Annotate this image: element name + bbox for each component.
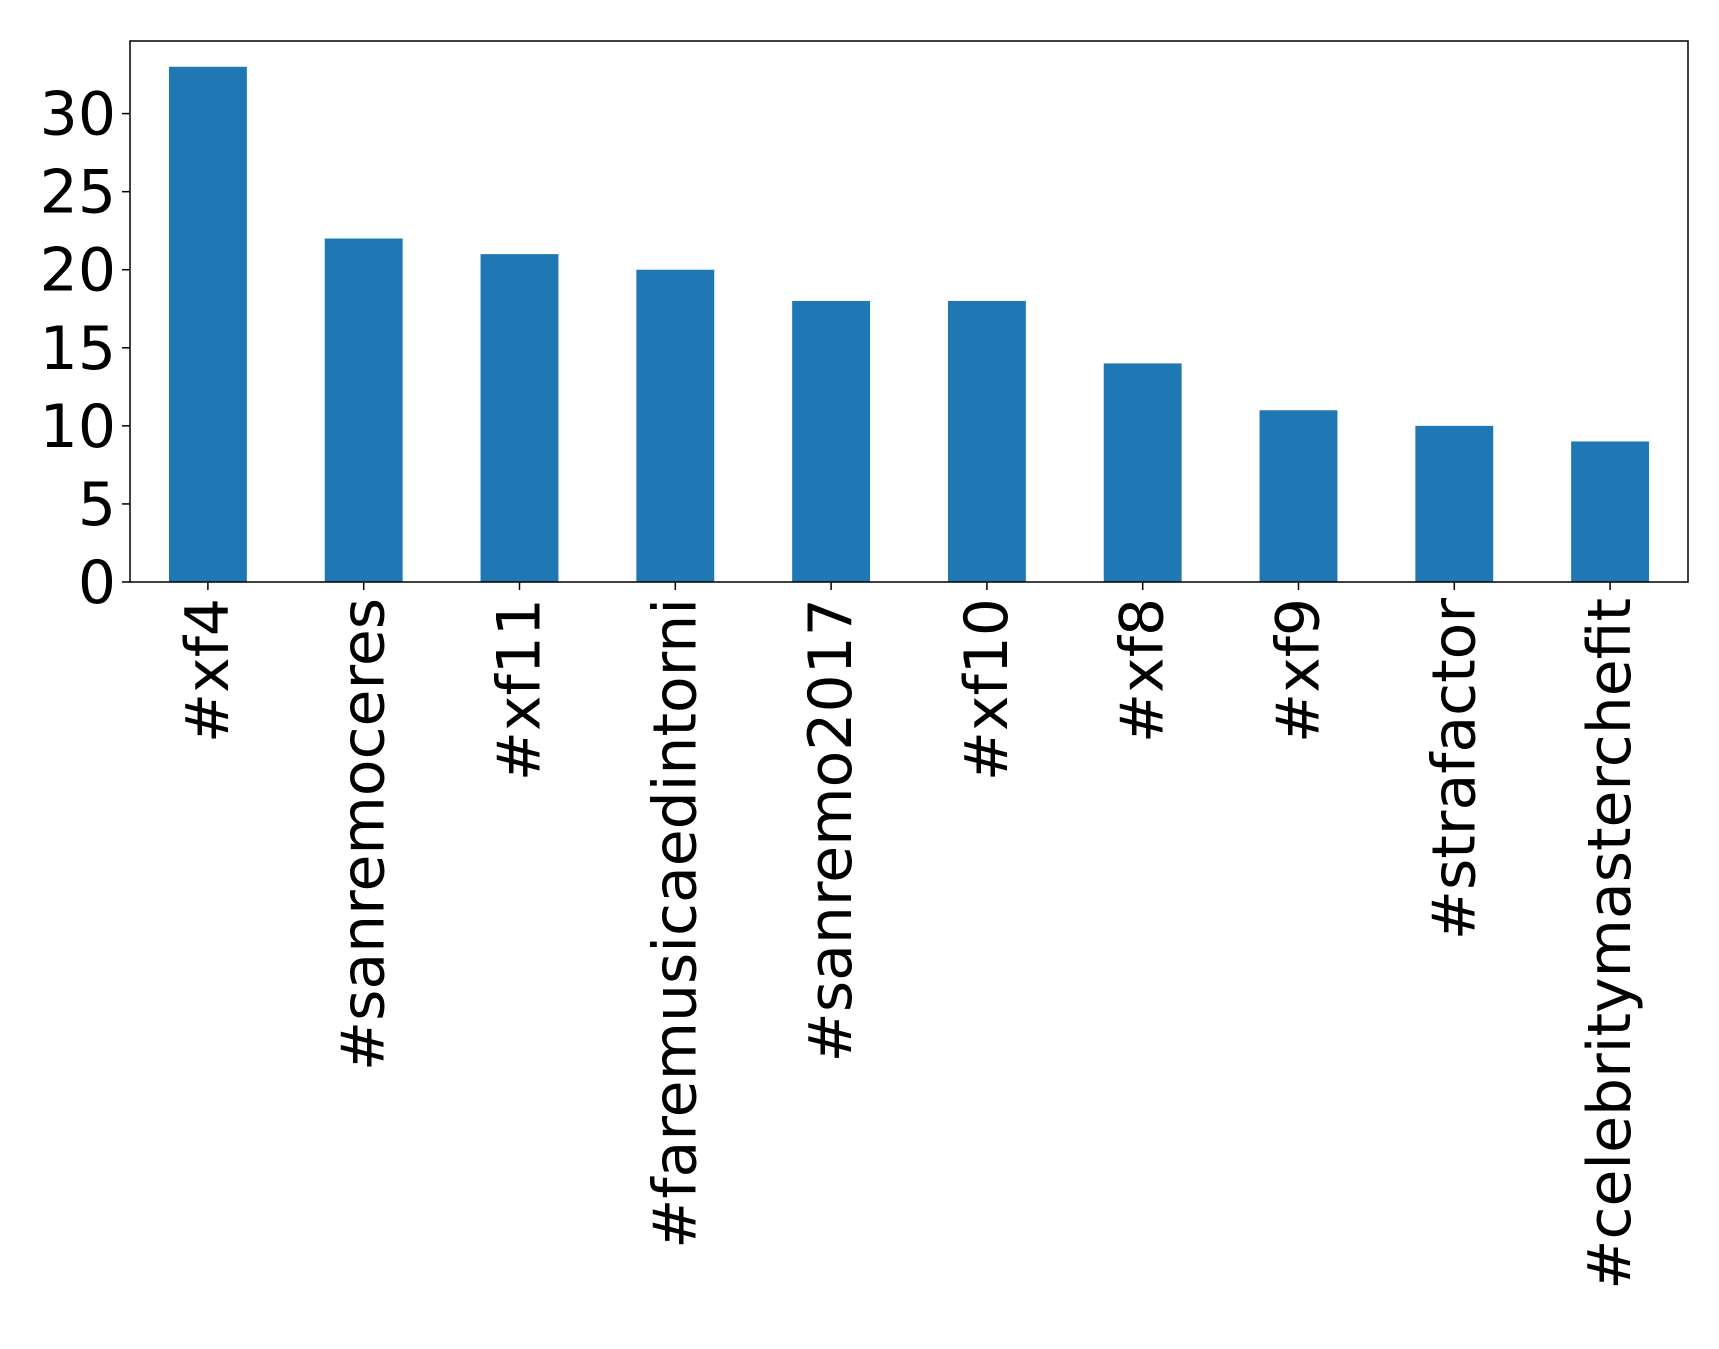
- y-tick-label: 30: [40, 80, 116, 150]
- bars-group: [168, 66, 1650, 582]
- y-axis: 0 5 10 15 20 25 30: [40, 80, 130, 618]
- x-tick-label: #faremusicaedintorni: [640, 598, 710, 1249]
- x-tick-label: #sanremoceres: [329, 598, 399, 1071]
- bar: [1415, 425, 1494, 582]
- x-tick-label: #xf4: [173, 598, 243, 743]
- bar: [636, 269, 715, 582]
- axes-frame: [129, 40, 1689, 583]
- x-tick-label: #celebritymasterchefit: [1575, 598, 1645, 1290]
- bar: [168, 66, 247, 582]
- x-tick-label: #strafactor: [1419, 598, 1489, 941]
- bar: [947, 300, 1026, 582]
- x-tick-label: #xf10: [952, 598, 1022, 781]
- bar: [1259, 410, 1338, 582]
- y-tick-label: 0: [78, 548, 116, 618]
- bar: [792, 300, 871, 582]
- y-tick-label: 10: [40, 392, 116, 462]
- y-tick-label: 15: [40, 314, 116, 384]
- y-tick-label: 25: [40, 158, 116, 228]
- bar: [480, 254, 559, 582]
- y-tick-label: 20: [40, 236, 116, 306]
- bar: [1571, 441, 1650, 582]
- y-tick-label: 5: [78, 470, 116, 540]
- x-axis: #xf4 #sanremoceres #xf11 #faremusicaedintor…: [173, 582, 1645, 1290]
- x-tick-label: #sanremo2017: [796, 598, 866, 1062]
- bar: [324, 238, 403, 582]
- x-tick-label: #xf8: [1108, 598, 1178, 743]
- x-tick-label: #xf9: [1264, 598, 1334, 743]
- bar: [1103, 363, 1182, 582]
- x-tick-label: #xf11: [485, 598, 555, 781]
